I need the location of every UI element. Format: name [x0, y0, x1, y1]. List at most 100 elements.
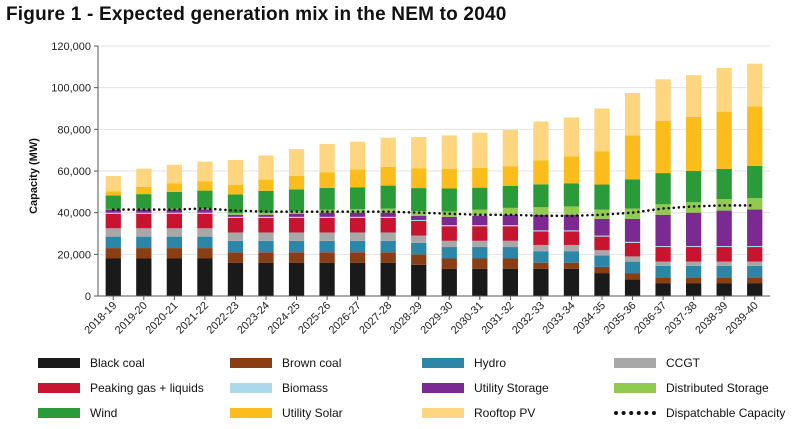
- x-tick-labels: 2018-192019-202020-212021-222022-232023-…: [82, 300, 760, 337]
- bar-segment: [655, 265, 671, 278]
- bar-segment: [533, 230, 549, 232]
- bar-segment: [502, 129, 518, 167]
- bar-segment: [686, 247, 702, 262]
- legend-swatch: [230, 408, 272, 418]
- bar-segment: [258, 232, 274, 241]
- bar-segment: [105, 248, 121, 259]
- bar-segment: [686, 277, 702, 284]
- legend-label: Wind: [90, 406, 118, 420]
- bar-segment: [716, 283, 732, 296]
- bar-segment: [472, 225, 488, 227]
- bar-segment: [105, 212, 121, 214]
- bar-segment: [105, 209, 121, 213]
- bar-segment: [533, 160, 549, 185]
- bar-segment: [136, 213, 152, 229]
- legend-swatch: [422, 358, 464, 368]
- legend-label: CCGT: [666, 356, 700, 370]
- bar-segment: [655, 261, 671, 266]
- dispatchable-capacity-line: [111, 204, 757, 218]
- bar-segment: [411, 264, 427, 296]
- bar-segment: [288, 189, 305, 212]
- legend-item: Rooftop PV: [422, 404, 535, 422]
- legend-item: Utility Storage: [422, 379, 549, 397]
- bar-segment: [197, 248, 213, 259]
- bar-segment: [686, 75, 702, 117]
- bar-segment: [716, 111, 732, 169]
- bar-segment: [686, 116, 702, 171]
- bar-segment: [716, 265, 732, 278]
- bar-segment: [747, 246, 763, 248]
- bar-segment: [563, 206, 580, 215]
- legend-swatch: [38, 383, 80, 393]
- bar-segment: [472, 132, 488, 168]
- bar-segment: [258, 252, 274, 263]
- bar-segment: [624, 256, 641, 262]
- bar-segment: [350, 212, 366, 217]
- bar-segment: [288, 216, 305, 218]
- bar-segment: [288, 213, 305, 217]
- bar-segment: [686, 283, 702, 296]
- legend-label: Black coal: [90, 356, 145, 370]
- bar-segment: [288, 217, 305, 233]
- bar-segment: [502, 268, 518, 296]
- bar-segment: [594, 273, 610, 296]
- chart-title: Figure 1 - Expected generation mix in th…: [6, 4, 507, 25]
- legend-swatch: [614, 358, 656, 368]
- bar-segment: [716, 210, 732, 246]
- dispatchable-capacity-series: [111, 204, 757, 218]
- bar-segment: [166, 236, 182, 249]
- bar-segment: [411, 221, 427, 236]
- bar-segment: [380, 240, 396, 253]
- bar-segment: [380, 216, 396, 218]
- bar-segment: [441, 240, 457, 248]
- bar-segment: [350, 217, 366, 233]
- legend-label: Dispatchable Capacity: [666, 406, 786, 420]
- bar-segment: [227, 252, 244, 263]
- legend-item: Hydro: [422, 354, 506, 372]
- bar-segment: [533, 262, 549, 269]
- bar-segment: [563, 231, 580, 245]
- bar-segment: [716, 247, 732, 262]
- legend-item: Utility Solar: [230, 404, 343, 422]
- bar-segment: [258, 214, 274, 217]
- bar-segment: [411, 254, 427, 265]
- y-tick-label: 100,000: [51, 83, 91, 95]
- bar-segment: [502, 258, 518, 269]
- bar-segment: [472, 226, 488, 241]
- bar-segment: [136, 248, 152, 259]
- legend-item: Peaking gas + liquids: [38, 379, 204, 397]
- bar-segment: [747, 265, 763, 278]
- bar-segment: [166, 183, 182, 192]
- legend-swatch: [422, 383, 464, 393]
- legend: Black coal Brown coal Hydro CCGT Peaking gas…: [38, 352, 804, 429]
- bar-segment: [502, 240, 518, 248]
- bar-segment: [655, 121, 671, 174]
- bar-segment: [136, 209, 152, 213]
- x-tick-label: 2024-25: [266, 300, 303, 337]
- bar-segment: [716, 277, 732, 284]
- bar-segment: [563, 262, 580, 269]
- bar-segment: [533, 207, 549, 215]
- bar-segment: [563, 230, 580, 232]
- bar-segment: [197, 228, 213, 237]
- bar-segment: [624, 273, 641, 280]
- legend-label: Distributed Storage: [666, 381, 769, 395]
- bar-segment: [350, 169, 366, 188]
- bar-segment: [655, 214, 671, 246]
- bar-segment: [350, 252, 366, 263]
- bar-segment: [380, 217, 396, 233]
- bar-segment: [502, 214, 518, 226]
- bar-segment: [747, 283, 763, 296]
- bar-segment: [563, 156, 580, 184]
- bar-segment: [747, 261, 763, 266]
- bar-segment: [624, 242, 641, 257]
- bar-segment: [747, 165, 763, 199]
- legend-label: Biomass: [282, 381, 329, 395]
- bar-segment: [105, 176, 121, 192]
- bar-segment: [441, 268, 457, 296]
- bar-segment: [624, 179, 641, 209]
- bar-segment: [441, 188, 457, 212]
- axes: [94, 45, 770, 300]
- bar-segment: [686, 212, 702, 246]
- bar-segment: [105, 195, 121, 209]
